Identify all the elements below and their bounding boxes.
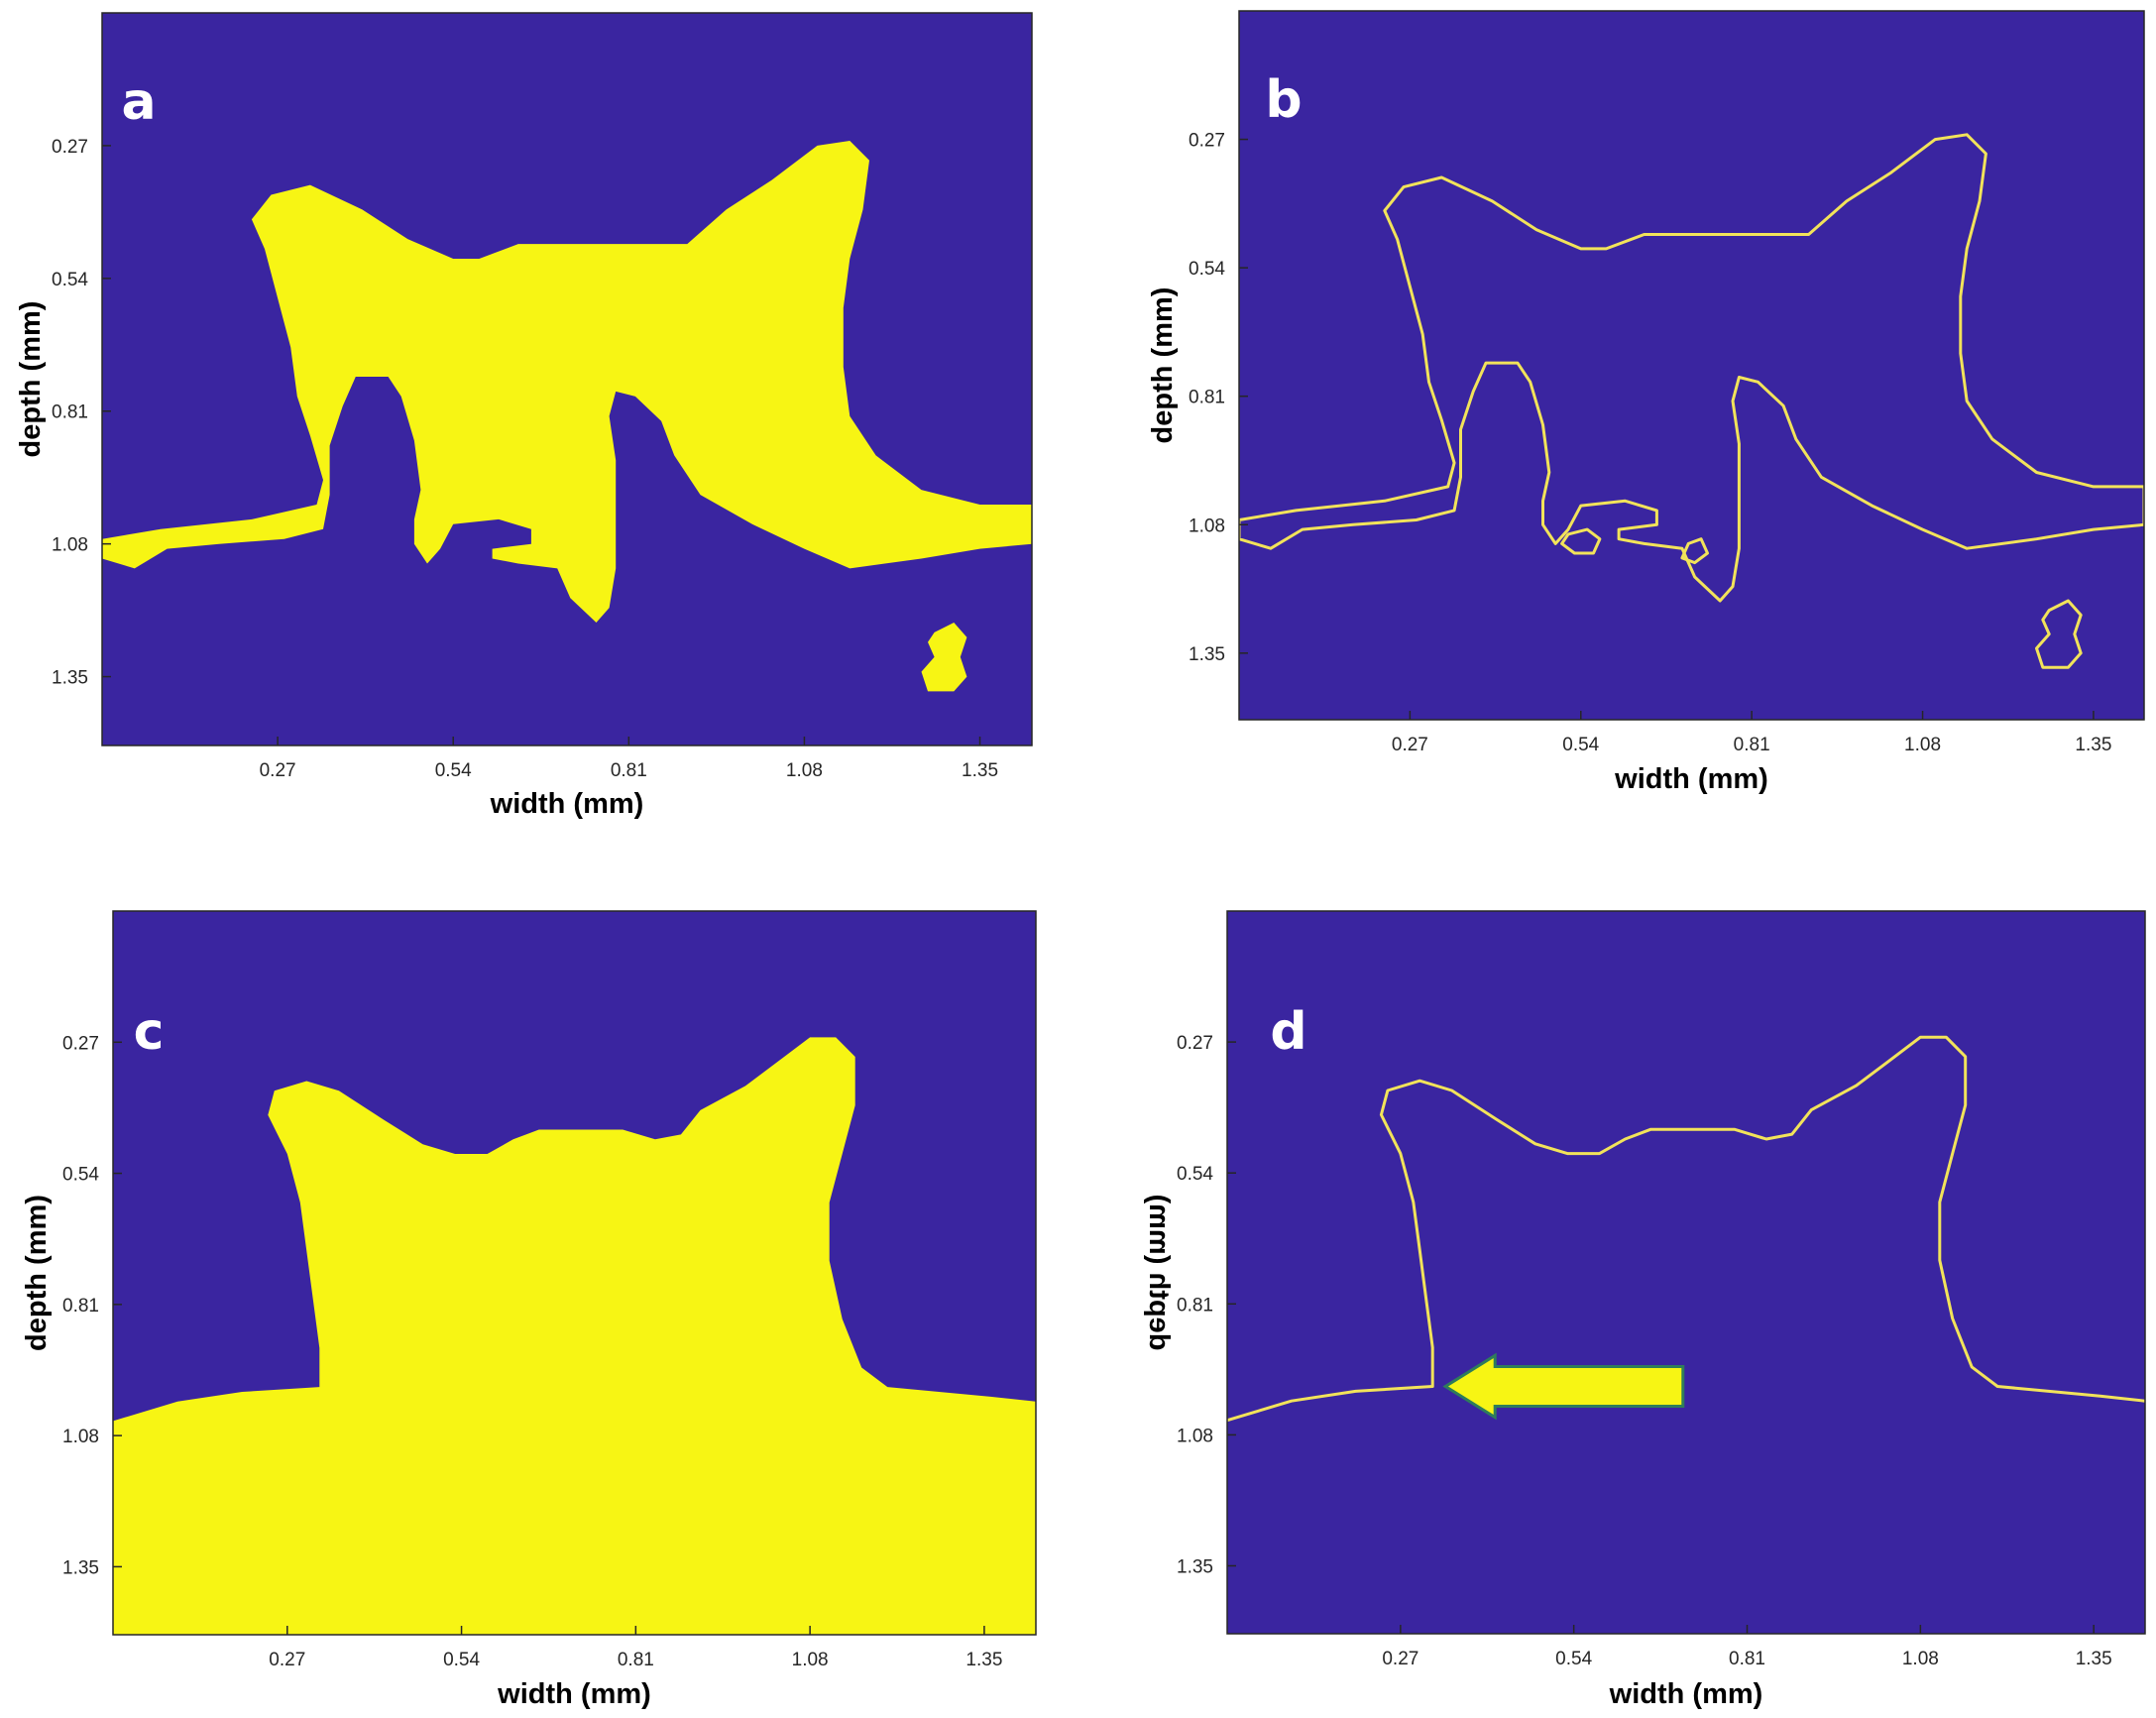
x-axis-label: width (mm) bbox=[497, 1678, 651, 1710]
x-tick-label: 1.08 bbox=[792, 1650, 829, 1670]
panel-b: 0.27 0.54 0.81 1.08 1.35 0.27 0.54 0.81 1.08 1.35… bbox=[1147, 10, 2145, 795]
plot-area bbox=[113, 1037, 1036, 1635]
plot-background bbox=[1227, 911, 2145, 1634]
y-tick-label: 0.81 bbox=[1177, 1295, 1213, 1316]
y-tick-label: 0.27 bbox=[1189, 131, 1225, 152]
x-tick-label: 1.35 bbox=[965, 1650, 1002, 1670]
x-tick-label: 0.27 bbox=[1392, 735, 1428, 755]
y-tick-label: 1.08 bbox=[1177, 1426, 1213, 1446]
boundary-line bbox=[1227, 1035, 2145, 1423]
y-tick-label: 1.35 bbox=[62, 1557, 99, 1578]
y-tick-label: 1.35 bbox=[1189, 644, 1225, 665]
plot-background bbox=[1239, 11, 2144, 720]
filled-region bbox=[113, 1037, 1036, 1635]
panel-a: 0.27 0.54 0.81 1.08 1.35 0.27 0.54 0.81 1.08 1.35… bbox=[15, 12, 1033, 820]
x-tick-label: 1.35 bbox=[2076, 1649, 2112, 1669]
panel-label: a bbox=[121, 72, 156, 132]
x-tick-label: 0.54 bbox=[1562, 735, 1599, 755]
x-tick-label: 0.54 bbox=[1555, 1649, 1592, 1669]
panel-label: b bbox=[1265, 70, 1302, 130]
y-tick-label: 0.54 bbox=[1177, 1164, 1213, 1185]
y-tick-label: 1.35 bbox=[1177, 1557, 1213, 1578]
y-tick-label: 0.81 bbox=[62, 1296, 99, 1317]
small-blob bbox=[921, 623, 967, 692]
y-tick-label: 0.81 bbox=[1189, 388, 1225, 408]
y-axis-label: depth (mm) bbox=[1147, 287, 1179, 444]
plot-area bbox=[1227, 1035, 2145, 1423]
x-tick-label: 1.35 bbox=[2075, 735, 2111, 755]
y-tick-label: 1.08 bbox=[62, 1427, 99, 1447]
hole-1 bbox=[1560, 527, 1602, 555]
axes-frame bbox=[1238, 10, 2145, 721]
hole-2 bbox=[1680, 537, 1709, 565]
y-axis-label: depth (mm) bbox=[1143, 1195, 1175, 1351]
axes-frame bbox=[1226, 910, 2146, 1635]
y-tick-label: 0.81 bbox=[52, 402, 88, 423]
x-tick-label: 0.81 bbox=[618, 1650, 654, 1670]
y-tick-label: 1.08 bbox=[1189, 515, 1225, 536]
x-tick-label: 0.81 bbox=[1729, 1649, 1765, 1669]
x-tick-label: 1.08 bbox=[1902, 1649, 1939, 1669]
y-tick-label: 0.54 bbox=[62, 1165, 99, 1186]
x-tick-label: 1.08 bbox=[786, 760, 823, 781]
arrow-annotation bbox=[1442, 1352, 1685, 1421]
panel-c: 0.27 0.54 0.81 1.08 1.35 0.27 0.54 0.81 1.08 1.35… bbox=[21, 910, 1037, 1710]
plot-area bbox=[102, 141, 1032, 692]
main-region bbox=[1239, 133, 2144, 603]
x-tick-label: 0.81 bbox=[611, 760, 647, 781]
panel-d: 0.27 0.54 0.81 1.08 1.35 0.27 0.54 0.81 1.08 1.35… bbox=[1143, 910, 2146, 1710]
x-tick-label: 0.54 bbox=[435, 760, 472, 781]
y-axis-label: depth (mm) bbox=[21, 1195, 53, 1351]
y-axis-label: depth (mm) bbox=[15, 301, 47, 458]
x-tick-label: 1.35 bbox=[962, 760, 998, 781]
x-axis-label: width (mm) bbox=[490, 788, 644, 820]
x-tick-label: 0.27 bbox=[269, 1650, 305, 1670]
small-blob bbox=[2035, 599, 2083, 669]
x-tick-label: 0.81 bbox=[1734, 735, 1770, 755]
main-region bbox=[102, 141, 1032, 623]
x-tick-label: 1.08 bbox=[1904, 735, 1941, 755]
y-tick-label: 0.27 bbox=[1177, 1033, 1213, 1054]
panel-label: d bbox=[1270, 1002, 1306, 1062]
x-tick-label: 0.27 bbox=[260, 760, 296, 781]
plot-area bbox=[1239, 133, 2144, 669]
axes-frame bbox=[101, 12, 1033, 746]
y-tick-label: 0.27 bbox=[52, 137, 88, 158]
x-axis-label: width (mm) bbox=[1609, 1678, 1763, 1710]
axes-frame bbox=[112, 910, 1037, 1636]
y-tick-label: 0.54 bbox=[52, 270, 88, 290]
panel-label: c bbox=[134, 1002, 165, 1062]
y-tick-label: 1.08 bbox=[52, 535, 88, 556]
x-tick-label: 0.27 bbox=[1382, 1649, 1418, 1669]
x-tick-label: 0.54 bbox=[443, 1650, 480, 1670]
x-axis-label: width (mm) bbox=[1614, 763, 1768, 795]
y-tick-label: 0.27 bbox=[62, 1033, 99, 1054]
y-tick-label: 1.35 bbox=[52, 668, 88, 689]
y-tick-label: 0.54 bbox=[1189, 259, 1225, 280]
